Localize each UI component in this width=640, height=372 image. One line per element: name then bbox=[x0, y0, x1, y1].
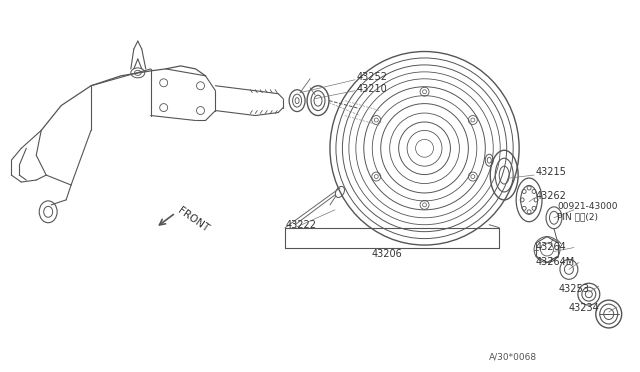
Text: 43206: 43206 bbox=[372, 250, 403, 260]
Text: 43264M: 43264M bbox=[536, 257, 575, 267]
Text: 00921-43000: 00921-43000 bbox=[557, 202, 618, 211]
Text: 43264: 43264 bbox=[536, 241, 567, 251]
Text: 43215: 43215 bbox=[536, 167, 567, 177]
Text: 43253: 43253 bbox=[559, 284, 590, 294]
Text: PIN ピン(2): PIN ピン(2) bbox=[557, 212, 598, 221]
Text: 43234: 43234 bbox=[569, 303, 600, 313]
Text: FRONT: FRONT bbox=[176, 206, 211, 234]
Text: 43262: 43262 bbox=[536, 191, 567, 201]
Text: 43210: 43210 bbox=[357, 84, 388, 94]
Text: 43222: 43222 bbox=[285, 220, 316, 230]
Text: A/30*0068: A/30*0068 bbox=[489, 352, 538, 361]
Text: 43252: 43252 bbox=[357, 72, 388, 82]
